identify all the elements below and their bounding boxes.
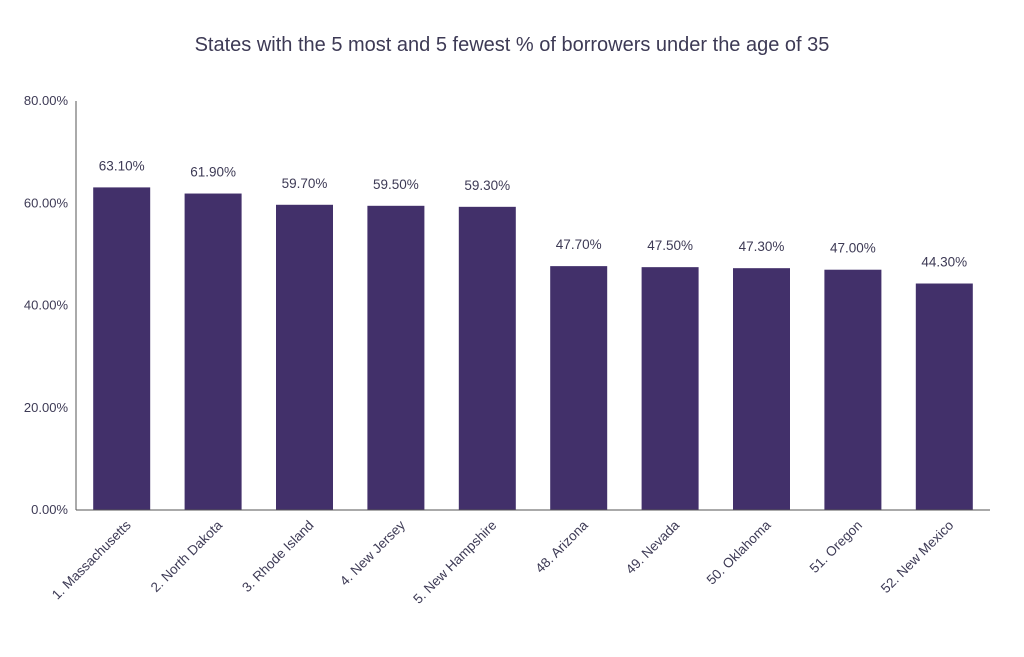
x-tick-label: 4. New Jersey xyxy=(337,517,408,588)
bar xyxy=(367,205,425,510)
bar xyxy=(93,187,151,510)
bar xyxy=(641,267,699,510)
y-axis: 0.00% 20.00% 40.00% 60.00% 80.00% xyxy=(24,93,77,517)
data-label: 44.30% xyxy=(921,255,967,270)
y-tick-label: 20.00% xyxy=(24,400,69,415)
x-axis: 1. Massachusetts 2. North Dakota 3. Rhode … xyxy=(49,509,990,607)
x-tick-label: 2. North Dakota xyxy=(148,517,226,595)
x-tick-label: 48. Arizona xyxy=(532,517,591,576)
x-tick-label: 51. Oregon xyxy=(807,518,865,576)
x-tick-label: 52. New Mexico xyxy=(878,518,957,597)
bar xyxy=(915,283,973,510)
bar xyxy=(550,266,608,510)
bar xyxy=(276,204,333,510)
data-labels: 63.10% 61.90% 59.70% 59.50% 59.30% 47.70% 47.5… xyxy=(99,158,967,269)
data-label: 61.90% xyxy=(190,165,236,180)
chart-title: States with the 5 most and 5 fewest % of… xyxy=(194,34,830,56)
x-tick-label: 5. New Hampshire xyxy=(410,518,499,607)
data-label: 59.70% xyxy=(282,176,328,191)
y-tick-label: 80.00% xyxy=(24,93,69,108)
x-tick-label: 3. Rhode Island xyxy=(239,518,316,595)
bar xyxy=(824,269,882,510)
y-tick-label: 60.00% xyxy=(24,195,69,210)
data-label: 47.30% xyxy=(739,239,785,254)
y-tick-label: 0.00% xyxy=(31,502,68,517)
data-label: 59.30% xyxy=(464,178,510,193)
x-tick-label: 49. Nevada xyxy=(623,517,683,577)
bar xyxy=(733,268,790,510)
data-label: 47.00% xyxy=(830,241,876,256)
x-tick-label: 50. Oklahoma xyxy=(704,517,774,587)
data-label: 59.50% xyxy=(373,177,419,192)
y-tick-label: 40.00% xyxy=(24,298,69,313)
data-label: 47.70% xyxy=(556,237,602,252)
bar xyxy=(458,206,516,511)
x-tick-label: 1. Massachusetts xyxy=(49,517,134,602)
bars xyxy=(93,187,973,511)
bar xyxy=(184,193,242,510)
data-label: 47.50% xyxy=(647,238,693,253)
data-label: 63.10% xyxy=(99,158,145,173)
